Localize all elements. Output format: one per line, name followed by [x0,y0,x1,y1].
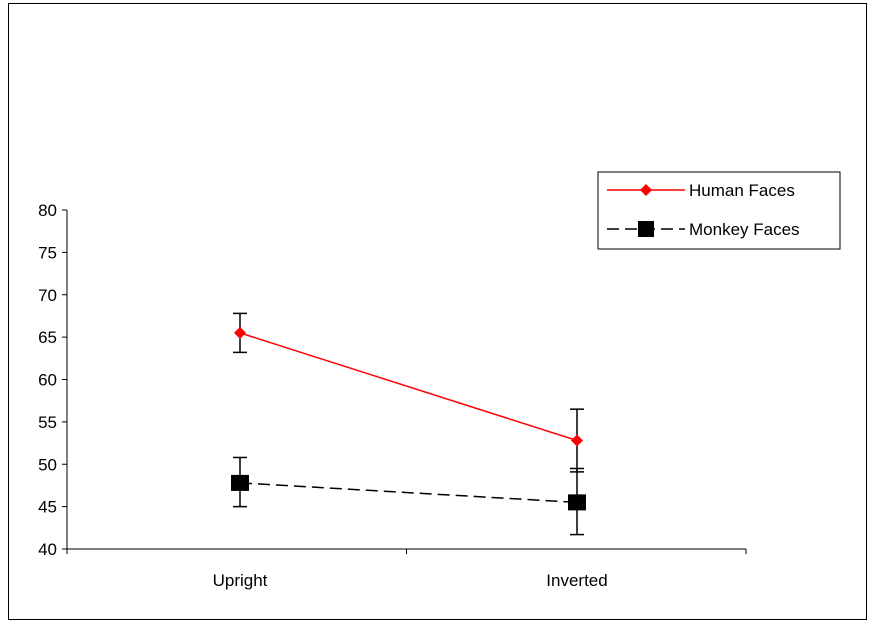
chart-frame [8,3,867,620]
series-line [239,482,578,504]
series-lines [239,332,578,504]
x-tick-label: Upright [213,571,268,590]
series-markers [231,326,586,511]
series-line [239,332,578,442]
y-tick-label: 50 [38,455,57,474]
y-tick-label: 55 [38,413,57,432]
legend-marker [640,184,652,196]
legend-label: Human Faces [689,181,795,200]
y-tick-label: 45 [38,498,57,517]
legend-label: Monkey Faces [689,220,800,239]
y-tick-label: 70 [38,286,57,305]
y-tick-label: 65 [38,328,57,347]
y-tick-label: 75 [38,243,57,262]
y-tick-label: 40 [38,540,57,559]
error-bars [233,312,584,536]
y-tick-label: 60 [38,371,57,390]
axes: 40 45 50 55 60 65 70 75 80 Upright Inverted [38,201,747,590]
legend: Human Faces Monkey Faces [597,171,841,250]
x-tick-label: Inverted [546,571,607,590]
data-point [231,474,249,491]
y-tick-label: 80 [38,201,57,220]
legend-marker [638,221,654,237]
data-point [234,326,246,339]
data-point [571,434,583,447]
data-point [568,494,586,511]
